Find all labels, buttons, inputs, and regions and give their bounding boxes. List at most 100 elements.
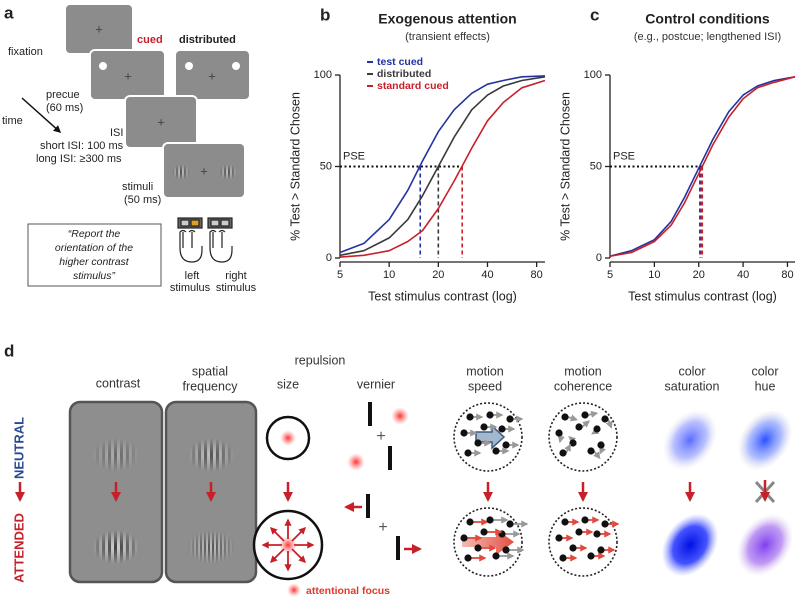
motion-dot — [587, 447, 595, 455]
response-hands — [177, 217, 203, 229]
x-tick-label: 20 — [693, 269, 705, 281]
motion-dot — [569, 544, 577, 552]
charts: b Exogenous attention (transient effects) T… — [288, 5, 796, 303]
label: (60 ms) — [46, 102, 83, 114]
vernier-stimulus: + — [378, 519, 387, 536]
stimulus-panel — [92, 530, 140, 564]
motion-dot — [575, 423, 583, 431]
motion-dot — [593, 425, 601, 433]
chart-subtitle: (e.g., postcue; lengthened ISI) — [634, 31, 781, 43]
x-axis-label: Test stimulus contrast (log) — [368, 289, 517, 303]
response-hands — [220, 219, 230, 227]
instruction: “Report the — [68, 228, 121, 240]
color-stimulus — [737, 409, 793, 471]
motion-dot — [597, 441, 605, 449]
curve — [339, 79, 546, 258]
label: precue — [46, 89, 80, 101]
motion-dot — [561, 518, 569, 526]
motion-dot — [492, 447, 500, 455]
instruction: higher contrast — [59, 256, 130, 268]
label: short ISI: 100 ms — [40, 140, 124, 152]
curve — [609, 76, 796, 257]
chart-title: Exogenous attention — [378, 11, 516, 27]
label: distributed — [179, 34, 236, 46]
label: right — [225, 270, 246, 282]
motion-dot — [506, 520, 514, 528]
size-stimulus — [287, 583, 301, 597]
chart-subtitle: (transient effects) — [405, 31, 490, 43]
vernier-stimulus: + + — [344, 402, 422, 560]
motion-dot — [559, 554, 567, 562]
x-tick-label: 40 — [481, 269, 493, 281]
fixation-cross: + — [124, 68, 132, 83]
screen — [162, 142, 246, 199]
color-stimulus — [736, 513, 794, 577]
y-tick-label: 0 — [326, 252, 332, 264]
cue-dot — [185, 62, 193, 70]
cue-dot — [99, 62, 240, 70]
screen — [64, 3, 251, 199]
motion-dot — [569, 439, 577, 447]
column-label: vernier — [357, 377, 395, 391]
label: stimuli — [122, 181, 153, 193]
instruction: stimulus” — [73, 270, 116, 282]
motion-dot — [498, 425, 506, 433]
column-label: color — [751, 364, 778, 378]
x-tick-label: 40 — [737, 269, 749, 281]
column-label: size — [277, 377, 299, 391]
x-axis-label: Test stimulus contrast (log) — [628, 289, 777, 303]
motion-dot — [480, 528, 488, 536]
y-axis-label: % Test > Standard Chosen — [558, 92, 572, 241]
y-tick-label: 0 — [596, 252, 602, 264]
vernier-stimulus — [347, 453, 365, 471]
row-label: NEUTRAL — [11, 417, 26, 479]
x-tick-label: 20 — [432, 269, 444, 281]
motion-dot — [502, 441, 510, 449]
panel-letter: b — [320, 5, 330, 24]
instruction-box — [27, 223, 162, 287]
motion-dot — [601, 520, 609, 528]
response-hands — [180, 219, 190, 227]
fixation-cross: + — [200, 163, 208, 178]
vernier-stimulus — [366, 494, 370, 518]
motion-dot — [466, 413, 474, 421]
motion-dot — [464, 449, 472, 457]
label: ISI — [110, 127, 123, 139]
legend-label: standard cued — [377, 80, 449, 92]
chart-title: Control conditions — [645, 11, 770, 27]
motion-dot — [460, 429, 468, 437]
column-label: motion — [564, 364, 602, 378]
column-label: color — [678, 364, 705, 378]
column-label: speed — [468, 379, 502, 393]
response-hands — [210, 219, 220, 227]
vernier-stimulus — [391, 407, 409, 425]
label: fixation — [8, 46, 43, 58]
label: stimulus — [170, 282, 211, 294]
fixation-cross: + — [208, 68, 216, 83]
motion-dot — [575, 528, 583, 536]
legend-label: distributed — [377, 68, 431, 80]
size-stimulus — [291, 548, 307, 564]
label: stimulus — [216, 282, 257, 294]
size-stimulus — [280, 430, 296, 446]
motion-dot — [492, 552, 500, 560]
annotation: PSE — [613, 150, 635, 162]
column-label: frequency — [183, 379, 239, 393]
color-stimulus — [661, 513, 719, 577]
x-tick-label: 5 — [607, 269, 613, 281]
gabor — [172, 164, 237, 180]
motion-dot — [581, 411, 589, 419]
stimulus-panel — [187, 438, 235, 472]
motion-dot — [480, 423, 488, 431]
size-stimulus — [291, 526, 307, 542]
vernier-stimulus — [368, 402, 372, 426]
y-tick-label: 100 — [314, 69, 332, 81]
size-stimulus — [261, 518, 315, 572]
stimulus-panel — [92, 438, 140, 472]
panel-letter: a — [4, 3, 14, 22]
time-arrow — [21, 97, 62, 134]
gabor — [219, 164, 237, 180]
x-tick-label: 10 — [648, 269, 660, 281]
column-label: contrast — [96, 376, 141, 390]
